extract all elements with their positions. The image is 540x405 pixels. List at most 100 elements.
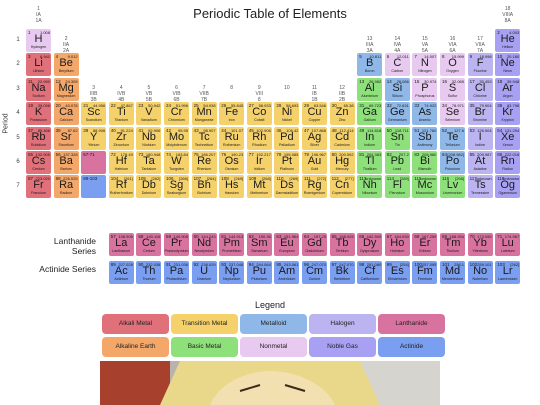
- element-cell[interactable]: 47 107.868 Ag Silver: [302, 126, 327, 150]
- element-cell[interactable]: 36 83.798 Kr Krypton: [495, 102, 521, 126]
- element-cell[interactable]: 88 226.025 Ra Radium: [53, 175, 79, 199]
- element-cell[interactable]: 44 101.07 Ru Ruthenium: [219, 126, 245, 150]
- element-cell[interactable]: 82 207.2 Pb Lead: [384, 151, 410, 174]
- element-cell[interactable]: 89-103: [81, 175, 107, 199]
- element-cell[interactable]: 90 232.038 Th Thorium: [136, 261, 162, 284]
- element-cell[interactable]: 78 195.085 Pt Platinum: [274, 151, 300, 174]
- element-cell[interactable]: 89 227.028 Ac Actinium: [108, 261, 134, 284]
- element-cell[interactable]: 16 32.065 S Sulfur: [440, 77, 465, 101]
- element-cell[interactable]: 6 12.011 C Carbon: [384, 53, 410, 77]
- element-cell[interactable]: 26 55.845 Fe Iron: [219, 102, 245, 126]
- element-cell[interactable]: 56 137.328 Ba Barium: [53, 151, 79, 174]
- element-cell[interactable]: 83 208.980 Bi Bismuth: [412, 151, 438, 174]
- element-cell[interactable]: 100 257.095 Fm Fermium: [412, 261, 438, 284]
- element-cell[interactable]: 24 51.996 Cr Chromium: [164, 102, 189, 126]
- element-cell[interactable]: 42 95.95 Mo Molybdenum: [164, 126, 189, 150]
- element-cell[interactable]: 35 79.904 Br Bromine: [467, 102, 493, 126]
- element-cell[interactable]: 30 65.38 Zn Zinc: [329, 102, 355, 126]
- element-cell[interactable]: 111 [272] Rg Roentgenium: [302, 175, 327, 199]
- element-cell[interactable]: 102 259.101 No Nobelium: [467, 261, 493, 284]
- element-cell[interactable]: 57-71: [81, 151, 107, 174]
- element-cell[interactable]: 114 [289] Fl Flerovium: [384, 175, 410, 199]
- element-cell[interactable]: 95 243.061 Am Americium: [274, 261, 300, 284]
- element-cell[interactable]: 101 258.1 Md Mendelevium: [440, 261, 465, 284]
- element-cell[interactable]: 63 151.964 Eu Europium: [274, 233, 300, 256]
- element-cell[interactable]: 118 unknown Og Oganesson: [495, 175, 521, 199]
- element-cell[interactable]: 38 87.62 Sr Strontium: [53, 126, 79, 150]
- element-cell[interactable]: 41 92.906 Nb Niobium: [136, 126, 162, 150]
- element-cell[interactable]: 93 237.048 Np Neptunium: [219, 261, 245, 284]
- element-cell[interactable]: 53 126.904 I Iodine: [467, 126, 493, 150]
- element-cell[interactable]: 55 132.905 Cs Cesium: [26, 151, 51, 174]
- element-cell[interactable]: 112 [277] Cn Copernicium: [329, 175, 355, 199]
- element-cell[interactable]: 14 28.086 Si Silicon: [384, 77, 410, 101]
- element-cell[interactable]: 85 209.987 At Astatine: [467, 151, 493, 174]
- element-cell[interactable]: 109 [268] Mt Meitnerium: [246, 175, 272, 199]
- element-cell[interactable]: 65 158.925 Tb Terbium: [329, 233, 355, 256]
- element-cell[interactable]: 70 173.055 Yb Ytterbium: [467, 233, 493, 256]
- element-cell[interactable]: 54 131.294 Xe Xenon: [495, 126, 521, 150]
- element-cell[interactable]: 57 138.905 La Lanthanum: [108, 233, 134, 256]
- element-cell[interactable]: 13 26.982 Al Aluminium: [357, 77, 383, 101]
- element-cell[interactable]: 28 58.693 Ni Nickel: [274, 102, 300, 126]
- element-cell[interactable]: 116 [298] Lv Livermorium: [440, 175, 465, 199]
- element-cell[interactable]: 73 180.948 Ta Tantalum: [136, 151, 162, 174]
- element-cell[interactable]: 64 157.25 Gd Gadolinium: [302, 233, 327, 256]
- element-cell[interactable]: 97 247.070 Bk Berkelium: [329, 261, 355, 284]
- element-cell[interactable]: 50 118.711 Sn Tin: [384, 126, 410, 150]
- element-cell[interactable]: 51 121.760 Sb Antimony: [412, 126, 438, 150]
- element-cell[interactable]: 77 192.217 Ir Iridium: [246, 151, 272, 174]
- element-cell[interactable]: 18 39.948 Ar Argon: [495, 77, 521, 101]
- element-cell[interactable]: 19 39.098 K Potassium: [26, 102, 51, 126]
- element-cell[interactable]: 17 35.453 Cl Chlorine: [467, 77, 493, 101]
- element-cell[interactable]: 75 186.207 Re Rhenium: [191, 151, 217, 174]
- element-cell[interactable]: 76 190.23 Os Osmium: [219, 151, 245, 174]
- element-cell[interactable]: 79 196.967 Au Gold: [302, 151, 327, 174]
- element-cell[interactable]: 68 167.259 Er Erbium: [412, 233, 438, 256]
- element-cell[interactable]: 29 63.546 Cu Copper: [302, 102, 327, 126]
- element-cell[interactable]: 5 10.811 B Boron: [357, 53, 383, 77]
- element-cell[interactable]: 11 22.990 Na Sodium: [26, 77, 51, 101]
- element-cell[interactable]: 20 40.078 Ca Calcium: [53, 102, 79, 126]
- element-cell[interactable]: 40 91.224 Zr Zirconium: [108, 126, 134, 150]
- element-cell[interactable]: 71 174.967 Lu Lutetium: [495, 233, 521, 256]
- element-cell[interactable]: 12 24.305 Mg Magnesium: [53, 77, 79, 101]
- element-cell[interactable]: 46 106.42 Pd Palladium: [274, 126, 300, 150]
- element-cell[interactable]: 117 unknown Ts Tennessine: [467, 175, 493, 199]
- element-cell[interactable]: 103 [262] Lr Lawrencium: [495, 261, 521, 284]
- element-cell[interactable]: 37 85.468 Rb Rubidium: [26, 126, 51, 150]
- element-cell[interactable]: 39 88.906 Y Yttrium: [81, 126, 107, 150]
- element-cell[interactable]: 32 72.631 Ge Germanium: [384, 102, 410, 126]
- element-cell[interactable]: 49 114.818 In Indium: [357, 126, 383, 150]
- element-cell[interactable]: 33 74.922 As Arsenic: [412, 102, 438, 126]
- element-cell[interactable]: 115 unknown Mc Moscovium: [412, 175, 438, 199]
- element-cell[interactable]: 43 98.907 Tc Technetium: [191, 126, 217, 150]
- element-cell[interactable]: 110 [269] Ds Darmstadtium: [274, 175, 300, 199]
- element-cell[interactable]: 1 1.008 H Hydrogen: [26, 29, 51, 52]
- element-cell[interactable]: 7 14.007 N Nitrogen: [412, 53, 438, 77]
- element-cell[interactable]: 98 251.080 Cf Californium: [357, 261, 383, 284]
- element-cell[interactable]: 91 231.036 Pa Protactinium: [164, 261, 189, 284]
- element-cell[interactable]: 34 78.971 Se Selenium: [440, 102, 465, 126]
- element-cell[interactable]: 113 unknown Nh Nihonium: [357, 175, 383, 199]
- element-cell[interactable]: 94 244.064 Pu Plutonium: [246, 261, 272, 284]
- element-cell[interactable]: 9 18.998 F Fluorine: [467, 53, 493, 77]
- element-cell[interactable]: 108 [269] Hs Hassium: [219, 175, 245, 199]
- element-cell[interactable]: 27 58.933 Co Cobalt: [246, 102, 272, 126]
- element-cell[interactable]: 107 [264] Bh Bohrium: [191, 175, 217, 199]
- element-cell[interactable]: 66 162.500 Dy Dysprosium: [357, 233, 383, 256]
- element-cell[interactable]: 81 204.383 Tl Thallium: [357, 151, 383, 174]
- element-cell[interactable]: 3 6.941 Li Lithium: [26, 53, 51, 77]
- element-cell[interactable]: 21 44.956 Sc Scandium: [81, 102, 107, 126]
- element-cell[interactable]: 25 54.938 Mn Manganese: [191, 102, 217, 126]
- element-cell[interactable]: 62 150.36 Sm Samarium: [246, 233, 272, 256]
- element-cell[interactable]: 10 20.180 Ne Neon: [495, 53, 521, 77]
- element-cell[interactable]: 23 50.942 V Vanadium: [136, 102, 162, 126]
- element-cell[interactable]: 22 47.867 Ti Titanium: [108, 102, 134, 126]
- element-cell[interactable]: 4 9.012 Be Beryllium: [53, 53, 79, 77]
- element-cell[interactable]: 61 144.913 Pm Promethium: [219, 233, 245, 256]
- element-cell[interactable]: 105 [262] Db Dubnium: [136, 175, 162, 199]
- element-cell[interactable]: 87 223.020 Fr Francium: [26, 175, 51, 199]
- element-cell[interactable]: 60 144.243 Nd Neodymium: [191, 233, 217, 256]
- element-cell[interactable]: 86 222.018 Rn Radon: [495, 151, 521, 174]
